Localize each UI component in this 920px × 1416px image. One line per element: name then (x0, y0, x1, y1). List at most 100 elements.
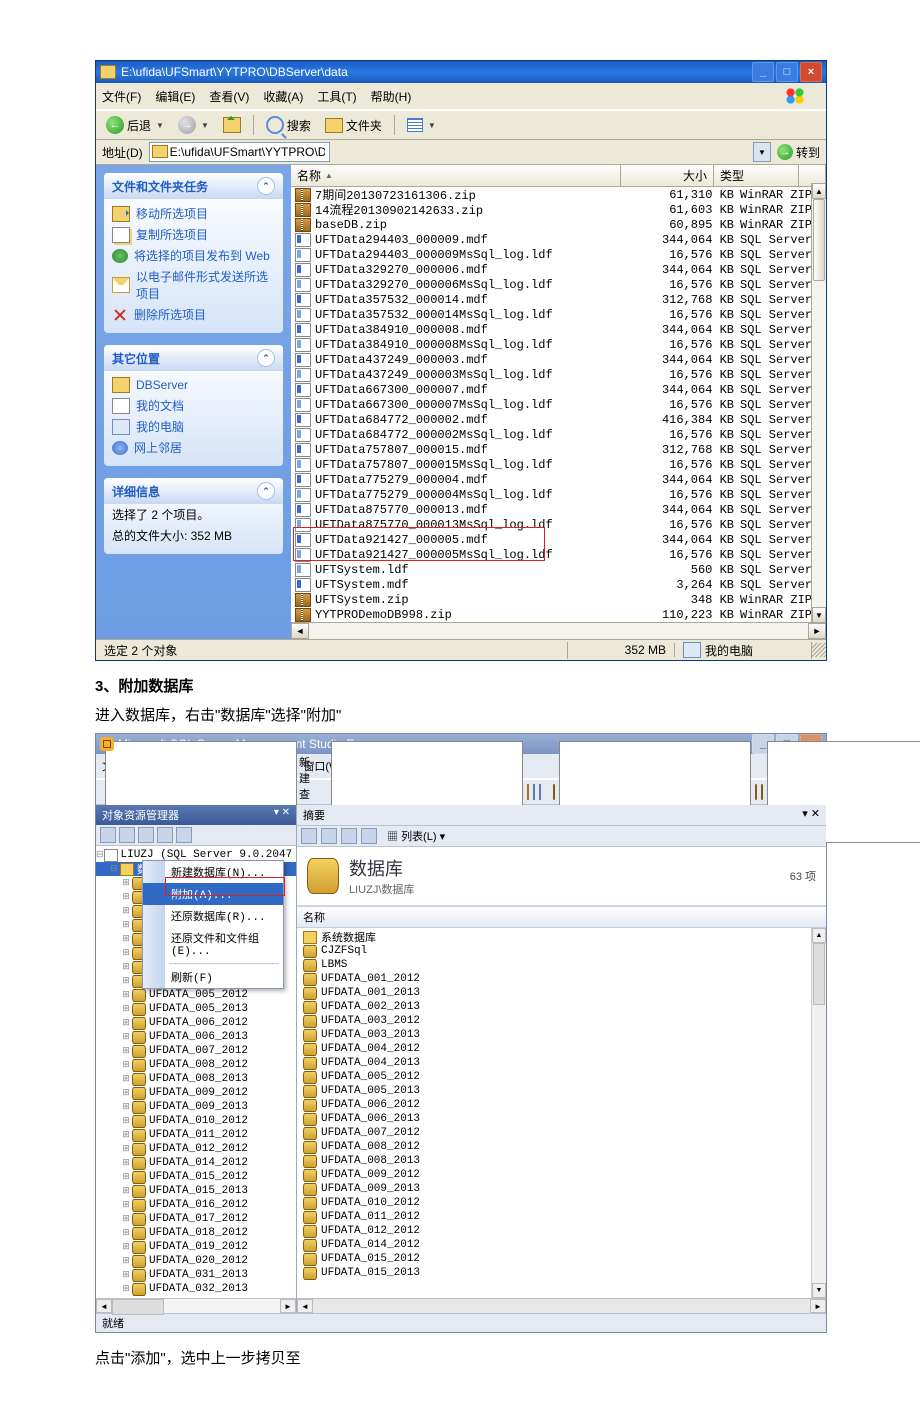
stop-icon[interactable] (138, 827, 154, 843)
vertical-scrollbar[interactable]: ▲ ▼ (811, 183, 826, 623)
tree-node[interactable]: ⊞UFDATA_020_2012 (96, 1254, 296, 1268)
tree-twisty-icon[interactable]: ⊞ (120, 892, 132, 902)
col-type[interactable]: 类型 (714, 165, 799, 186)
sidebar-item[interactable]: 复制所选项目 (112, 224, 275, 245)
file-row[interactable]: UFTData294403_000009.mdf344,064 KBSQL Se… (291, 232, 826, 247)
file-row[interactable]: UFTData757807_000015.mdf312,768 KBSQL Se… (291, 442, 826, 457)
minimize-button[interactable]: _ (752, 62, 774, 82)
list-item[interactable]: UFDATA_010_2012 (297, 1196, 826, 1210)
file-row[interactable]: UFTData684772_000002.mdf416,384 KBSQL Se… (291, 412, 826, 427)
tree-twisty-icon[interactable]: ⊞ (120, 1228, 132, 1238)
db-icon[interactable] (755, 784, 757, 800)
list-item[interactable]: UFDATA_001_2012 (297, 972, 826, 986)
file-row[interactable]: UFTData757807_000015MsSql_log.ldf16,576 … (291, 457, 826, 472)
list-item[interactable]: LBMS (297, 958, 826, 972)
tree-node[interactable]: ⊞UFDATA_008_2012 (96, 1058, 296, 1072)
sidebar-item[interactable]: 网上邻居 (112, 437, 275, 458)
tree-node[interactable]: ⊞UFDATA_010_2012 (96, 1114, 296, 1128)
tree-twisty-icon[interactable]: ⊞ (120, 934, 132, 944)
collapse-icon[interactable]: ⌃ (257, 177, 275, 195)
horizontal-scrollbar[interactable]: ◄ ► (291, 622, 826, 639)
file-row[interactable]: UFTData329270_000006.mdf344,064 KBSQL Se… (291, 262, 826, 277)
collapse-icon[interactable]: ⌃ (257, 482, 275, 500)
views-button[interactable]: ▼ (403, 116, 440, 134)
scroll-left-icon[interactable]: ◄ (297, 1299, 313, 1313)
tree-node[interactable]: ⊞UFDATA_009_2012 (96, 1086, 296, 1100)
col-size[interactable]: 大小 (621, 165, 714, 186)
file-row[interactable]: UFTData921427_000005MsSql_log.ldf16,576 … (291, 547, 826, 562)
collapse-icon[interactable]: ⌃ (257, 349, 275, 367)
back-button[interactable]: ← 后退 ▼ (102, 114, 168, 136)
tree-node[interactable]: ⊞UFDATA_012_2012 (96, 1142, 296, 1156)
file-row[interactable]: 14流程20130902142633.zip61,603 KBWinRAR ZI… (291, 202, 826, 217)
tree-node[interactable]: ⊞UFDATA_032_2013 (96, 1282, 296, 1296)
tree-twisty-icon[interactable]: ⊞ (120, 1046, 132, 1056)
tree-twisty-icon[interactable]: ⊞ (120, 1060, 132, 1070)
explorer-titlebar[interactable]: E:\ufida\UFSmart\YYTPRO\DBServer\data _ … (96, 61, 826, 83)
file-row[interactable]: YYTPRODemoDB998.zip110,223 KBWinRAR ZIP (291, 607, 826, 622)
menu-tools[interactable]: 工具(T) (317, 88, 356, 105)
close-button[interactable]: × (800, 62, 822, 82)
context-menu-item[interactable]: 附加(A)... (143, 883, 283, 905)
list-item[interactable]: UFDATA_009_2012 (297, 1168, 826, 1182)
tree-twisty-icon[interactable]: ⊟ (108, 864, 120, 874)
tree-twisty-icon[interactable]: ⊞ (120, 990, 132, 1000)
tree-node[interactable]: ⊞UFDATA_007_2012 (96, 1044, 296, 1058)
list-item[interactable]: UFDATA_009_2013 (297, 1182, 826, 1196)
tree-twisty-icon[interactable]: ⊞ (120, 1242, 132, 1252)
scroll-up-icon[interactable]: ▲ (812, 928, 826, 943)
list-button[interactable]: 列表(L) (401, 831, 436, 843)
list-item[interactable]: UFDATA_005_2013 (297, 1084, 826, 1098)
tree-twisty-icon[interactable]: ⊞ (120, 1116, 132, 1126)
tree-node[interactable]: ⊞UFDATA_011_2012 (96, 1128, 296, 1142)
sidebar-item[interactable]: 我的电脑 (112, 416, 275, 437)
tree-twisty-icon[interactable]: ⊞ (120, 1200, 132, 1210)
tree-twisty-icon[interactable]: ⊞ (120, 1074, 132, 1084)
scroll-thumb[interactable] (112, 1299, 164, 1315)
tree-twisty-icon[interactable]: ⊞ (120, 1004, 132, 1014)
tree-twisty-icon[interactable]: ⊞ (120, 1284, 132, 1294)
tree-twisty-icon[interactable]: ⊞ (120, 962, 132, 972)
list-item[interactable]: UFDATA_008_2013 (297, 1154, 826, 1168)
search-button[interactable]: 搜索 (262, 114, 315, 136)
tree-hscrollbar[interactable]: ◄ ► (96, 1298, 296, 1313)
up-button[interactable] (219, 115, 245, 135)
menu-view[interactable]: 查看(V) (209, 88, 249, 105)
tree-node[interactable]: ⊞UFDATA_018_2012 (96, 1226, 296, 1240)
save-icon[interactable] (533, 784, 535, 800)
context-menu-item[interactable]: 还原文件和文件组(E)... (143, 927, 283, 961)
menu-fav[interactable]: 收藏(A) (263, 88, 303, 105)
context-menu-item[interactable]: 新建数据库(N)... (143, 861, 283, 883)
sidebar-item[interactable]: 移动所选项目 (112, 203, 275, 224)
context-menu-item[interactable]: 刷新(F) (143, 966, 283, 988)
file-row[interactable]: UFTData294403_000009MsSql_log.ldf16,576 … (291, 247, 826, 262)
scroll-right-icon[interactable]: ► (280, 1299, 296, 1313)
menu-file[interactable]: 文件(F) (102, 88, 141, 105)
sidebar-item[interactable]: 删除所选项目 (112, 304, 275, 325)
file-row[interactable]: UFTData357532_000014MsSql_log.ldf16,576 … (291, 307, 826, 322)
file-row[interactable]: UFTData775279_000004.mdf344,064 KBSQL Se… (291, 472, 826, 487)
list-item[interactable]: UFDATA_008_2012 (297, 1140, 826, 1154)
summary-tab[interactable]: 摘要 (303, 807, 325, 823)
scroll-right-icon[interactable]: ► (808, 623, 826, 639)
pane-close[interactable]: ▾ ✕ (802, 807, 820, 823)
tree-twisty-icon[interactable]: ⊞ (120, 906, 132, 916)
col-name[interactable]: 名称 ▲ (291, 165, 621, 186)
tree-twisty-icon[interactable]: ⊞ (120, 1270, 132, 1280)
list-item[interactable]: UFDATA_005_2012 (297, 1070, 826, 1084)
list-item[interactable]: UFDATA_006_2012 (297, 1098, 826, 1112)
tree-twisty-icon[interactable]: ⊞ (120, 1214, 132, 1224)
list-item[interactable]: UFDATA_015_2012 (297, 1252, 826, 1266)
file-row[interactable]: UFTData329270_000006MsSql_log.ldf16,576 … (291, 277, 826, 292)
file-row[interactable]: UFTData875770_000013.mdf344,064 KBSQL Se… (291, 502, 826, 517)
file-row[interactable]: UFTData667300_000007.mdf344,064 KBSQL Se… (291, 382, 826, 397)
address-input[interactable] (149, 142, 330, 162)
file-row[interactable]: UFTData437249_000003.mdf344,064 KBSQL Se… (291, 352, 826, 367)
file-row[interactable]: UFTData384910_000008MsSql_log.ldf16,576 … (291, 337, 826, 352)
vertical-scrollbar[interactable]: ▲ ▼ (811, 928, 826, 1298)
chevron-down-icon[interactable]: ▼ (201, 121, 209, 130)
chevron-down-icon[interactable]: ▼ (156, 121, 164, 130)
scroll-thumb[interactable] (813, 199, 825, 281)
db-icon[interactable] (553, 784, 555, 800)
tree-node[interactable]: ⊞UFDATA_016_2012 (96, 1198, 296, 1212)
